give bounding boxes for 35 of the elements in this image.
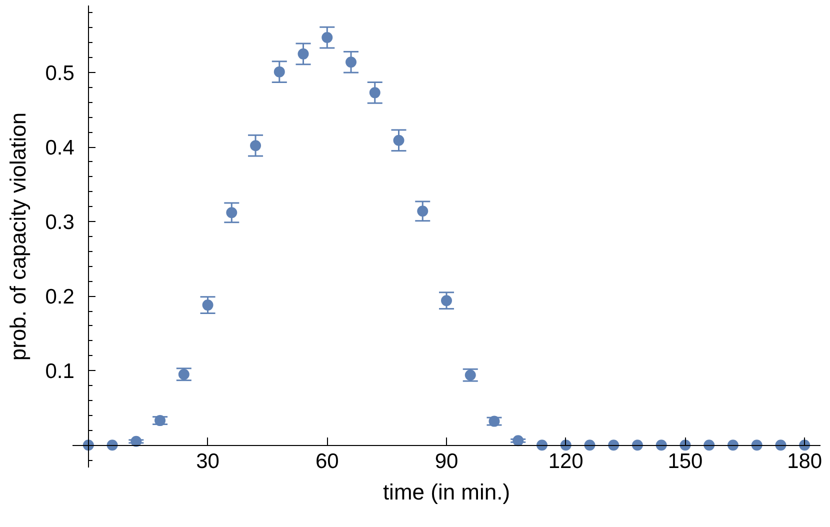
x-tick-label: 30 [196,450,220,474]
point [441,295,452,306]
x-tick-label: 180 [787,450,822,474]
y-tick-label: 0.3 [45,211,74,234]
x-tick-label: 120 [548,450,584,474]
point [298,48,309,60]
point [346,56,357,68]
point [178,368,190,380]
y-axis-title: prob. of capacity violation [5,112,30,361]
point [488,416,500,427]
y-tick-label: 0.5 [45,62,74,86]
point [250,140,262,152]
point [154,415,166,426]
x-tick-label: 90 [434,450,458,474]
point [274,66,285,78]
point [369,87,380,98]
point [632,440,643,451]
point [202,300,214,311]
point [536,440,548,451]
point [464,370,476,381]
x-tick-label: 60 [315,450,339,474]
y-tick-label: 0.2 [45,286,74,309]
point [417,206,428,217]
point [393,134,404,146]
point [656,440,667,451]
point [751,440,762,451]
x-axis-title: time (in min.) [382,480,510,504]
y-tick-label: 0.1 [45,360,74,384]
point [130,436,142,447]
point [226,207,238,218]
point [512,435,524,446]
y-tick-label: 0.4 [45,136,75,160]
point [727,440,738,451]
point [322,32,333,44]
x-tick-label: 150 [668,450,703,474]
